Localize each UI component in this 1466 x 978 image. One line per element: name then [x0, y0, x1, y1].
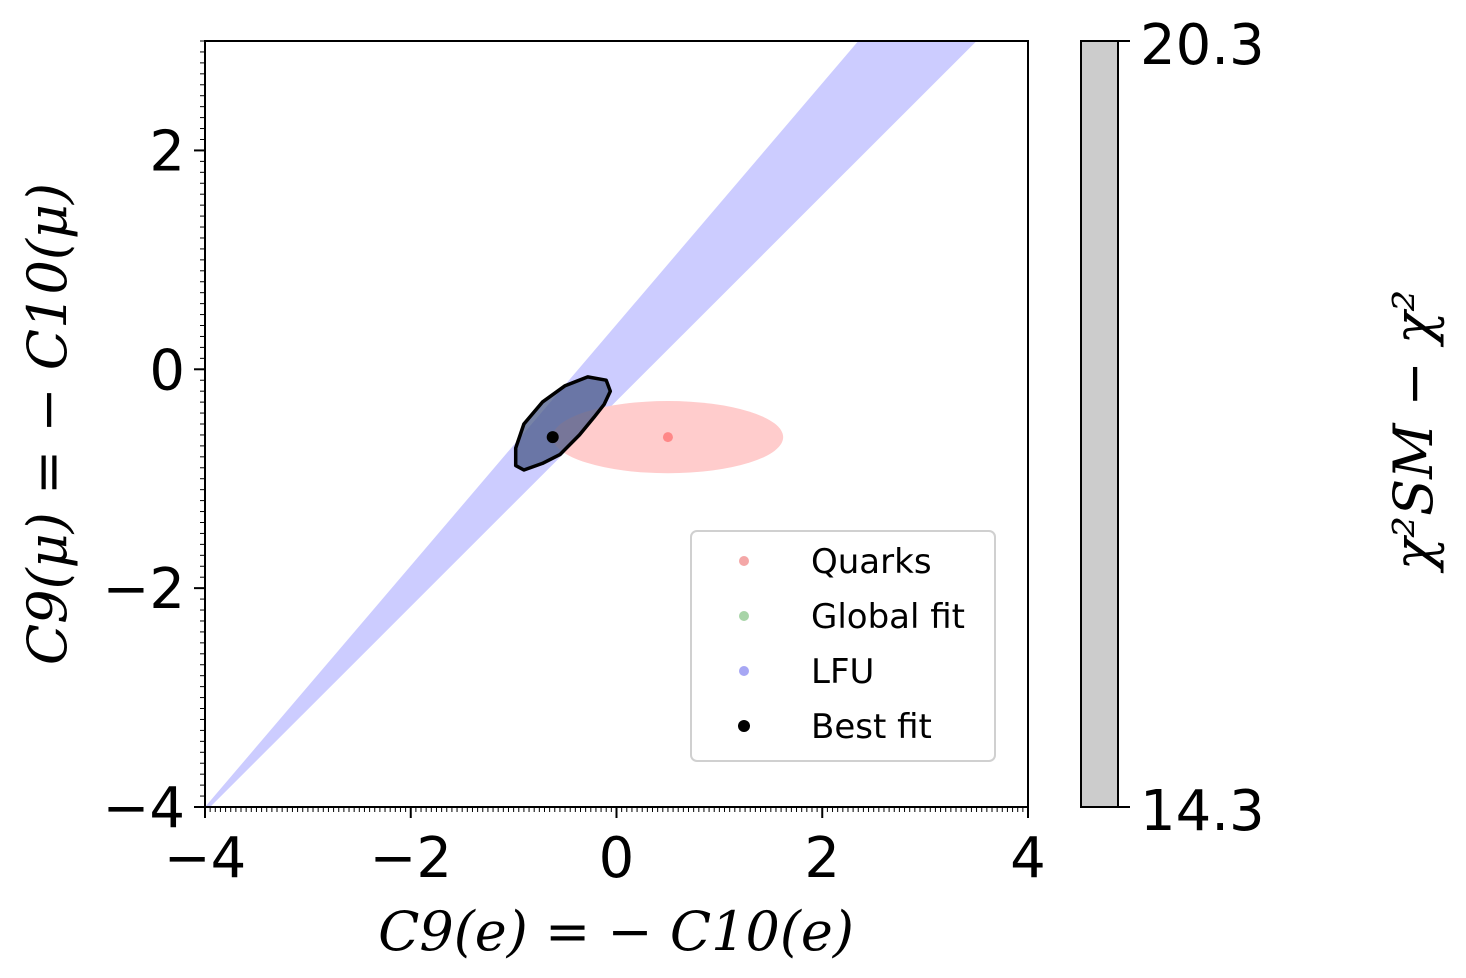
legend-marker-best-fit	[738, 720, 750, 732]
y-axis-label: C9(μ) = − C10(μ)	[16, 183, 79, 665]
y-tick-label: 2	[149, 119, 185, 184]
colorbar: 20.3 14.3 χ²SM − χ²	[1080, 13, 1445, 844]
legend-label-best-fit: Best fit	[811, 707, 932, 747]
colorbar-max-label: 20.3	[1140, 13, 1265, 78]
x-tick-label: −2	[369, 826, 452, 891]
y-tick-label: −4	[102, 776, 185, 841]
x-axis: −4 −2 0 2 4	[164, 807, 1046, 891]
y-axis: −4 −2 0 2	[102, 119, 205, 841]
y-tick-label: 0	[149, 338, 185, 403]
x-axis-label: C9(e) = − C10(e)	[378, 900, 854, 963]
colorbar-label: χ²SM − χ²	[1382, 290, 1445, 575]
x-tick-label: 4	[1010, 826, 1046, 891]
x-tick-label: 0	[599, 826, 635, 891]
legend-marker-quarks	[739, 556, 749, 566]
legend-label-quarks: Quarks	[811, 542, 932, 582]
quarks-point	[662, 432, 673, 443]
best-fit-point	[546, 431, 559, 444]
colorbar-bar	[1080, 40, 1119, 808]
legend: Quarks Global fit LFU Best fit	[690, 530, 996, 762]
legend-label-lfu: LFU	[811, 652, 874, 692]
legend-label-global-fit: Global fit	[811, 597, 965, 637]
legend-marker-lfu	[739, 666, 749, 676]
legend-marker-global-fit	[739, 611, 749, 621]
x-tick-label: −4	[164, 826, 247, 891]
best-fit-contour	[513, 375, 613, 472]
legend-box	[690, 530, 996, 762]
y-tick-label: −2	[102, 557, 185, 622]
colorbar-min-label: 14.3	[1140, 779, 1265, 844]
x-tick-label: 2	[804, 826, 840, 891]
